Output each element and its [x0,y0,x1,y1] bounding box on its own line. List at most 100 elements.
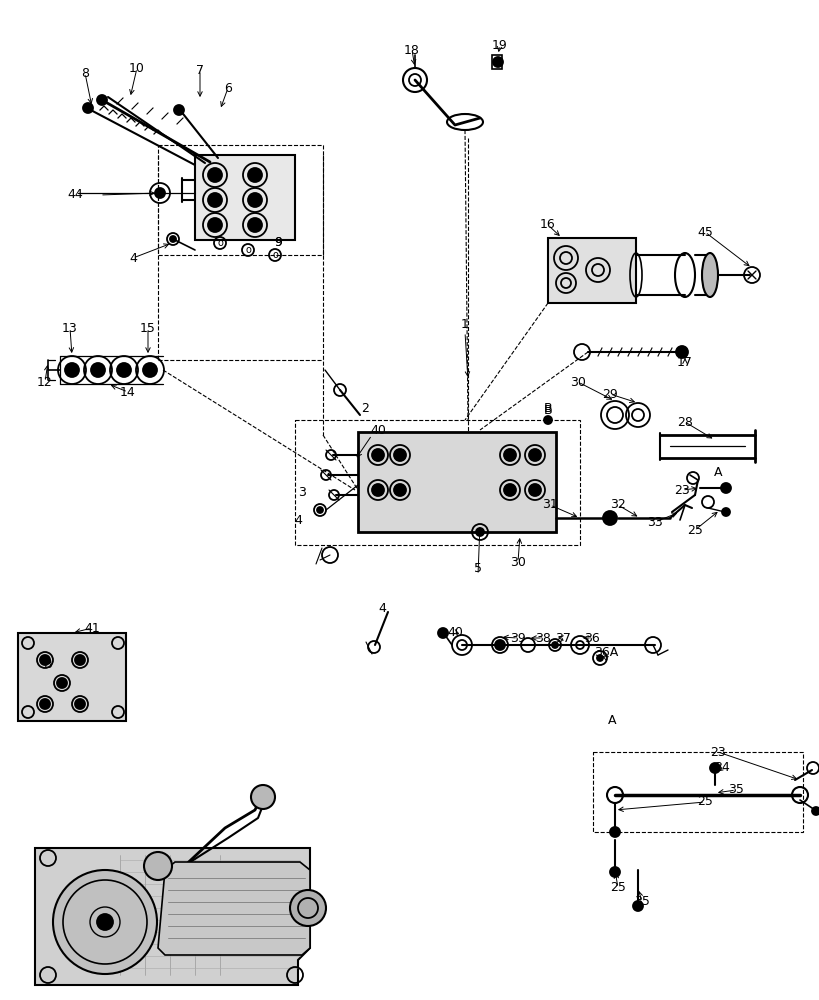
Circle shape [504,449,515,461]
Circle shape [251,785,274,809]
Circle shape [632,901,642,911]
Text: 36: 36 [583,632,600,645]
Circle shape [247,218,262,232]
Text: 16: 16 [540,219,555,232]
Text: B: B [543,401,552,414]
Text: 38: 38 [535,632,550,645]
Text: 19: 19 [491,39,507,52]
Circle shape [372,449,383,461]
Circle shape [247,193,262,207]
Circle shape [208,218,222,232]
Text: 39: 39 [509,632,525,645]
Bar [295,420,579,545]
Circle shape [57,678,67,688]
Text: 32: 32 [609,498,625,512]
Circle shape [65,363,79,377]
Text: 34: 34 [713,761,729,774]
Circle shape [144,852,172,880]
Circle shape [208,193,222,207]
Text: 4: 4 [294,514,301,526]
Circle shape [720,483,730,493]
Text: 4: 4 [378,601,386,614]
Text: 35: 35 [633,895,649,908]
Circle shape [208,168,222,182]
Polygon shape [158,862,310,955]
Circle shape [528,449,541,461]
Text: 12: 12 [37,375,52,388]
Circle shape [528,484,541,496]
Circle shape [97,914,113,930]
Text: 15: 15 [140,322,156,334]
Circle shape [492,57,502,67]
Text: 25: 25 [686,524,702,536]
Polygon shape [35,848,310,985]
Circle shape [609,867,619,877]
Circle shape [40,699,50,709]
Text: A: A [607,714,616,726]
Text: 25: 25 [609,881,625,894]
Text: 18: 18 [404,44,419,57]
Bar [592,752,802,832]
Bar [18,633,126,721]
Text: 36A: 36A [593,646,618,658]
Circle shape [475,528,483,536]
Circle shape [504,484,515,496]
Text: 23: 23 [709,746,725,758]
Bar [158,145,323,255]
Circle shape [290,890,326,926]
Circle shape [596,655,602,661]
Bar [491,55,501,69]
Ellipse shape [701,253,717,297]
Text: o: o [272,250,278,260]
Bar [547,238,636,303]
Text: 40: 40 [369,424,386,436]
Text: 44: 44 [67,188,83,202]
Text: o: o [245,245,251,255]
Circle shape [543,416,551,424]
Bar [358,432,555,532]
Circle shape [437,628,447,638]
Text: 30: 30 [509,556,525,568]
Circle shape [97,95,106,105]
Text: 40: 40 [446,626,463,639]
Circle shape [247,168,262,182]
Text: 8: 8 [81,67,89,80]
Text: 35: 35 [727,783,743,796]
Text: 4: 4 [129,251,137,264]
Text: 33: 33 [646,516,662,528]
Text: 1: 1 [460,318,468,332]
Circle shape [155,188,165,198]
Circle shape [170,236,176,242]
Text: 5: 5 [473,562,482,574]
Text: 3: 3 [297,486,305,498]
Circle shape [372,484,383,496]
Text: 10: 10 [129,62,145,75]
Text: 2: 2 [360,401,369,414]
Text: 13: 13 [62,322,78,334]
Circle shape [675,346,687,358]
Text: B: B [43,658,52,672]
Circle shape [721,508,729,516]
Circle shape [117,363,131,377]
Circle shape [143,363,156,377]
Circle shape [75,655,85,665]
Circle shape [174,105,183,115]
Circle shape [393,449,405,461]
Text: 9: 9 [274,235,282,248]
Circle shape [40,655,50,665]
Circle shape [495,640,505,650]
Text: 28: 28 [676,416,692,428]
Text: 6: 6 [224,82,232,95]
Circle shape [709,763,719,773]
Circle shape [317,507,323,513]
Text: B: B [543,403,552,416]
Text: 29: 29 [601,387,618,400]
Text: 45: 45 [696,226,712,238]
Text: 9: 9 [274,236,282,249]
Circle shape [83,103,93,113]
Circle shape [53,870,156,974]
Text: o: o [217,238,223,248]
Text: 23: 23 [673,484,689,496]
Text: 41: 41 [84,621,100,635]
Bar [195,155,295,240]
